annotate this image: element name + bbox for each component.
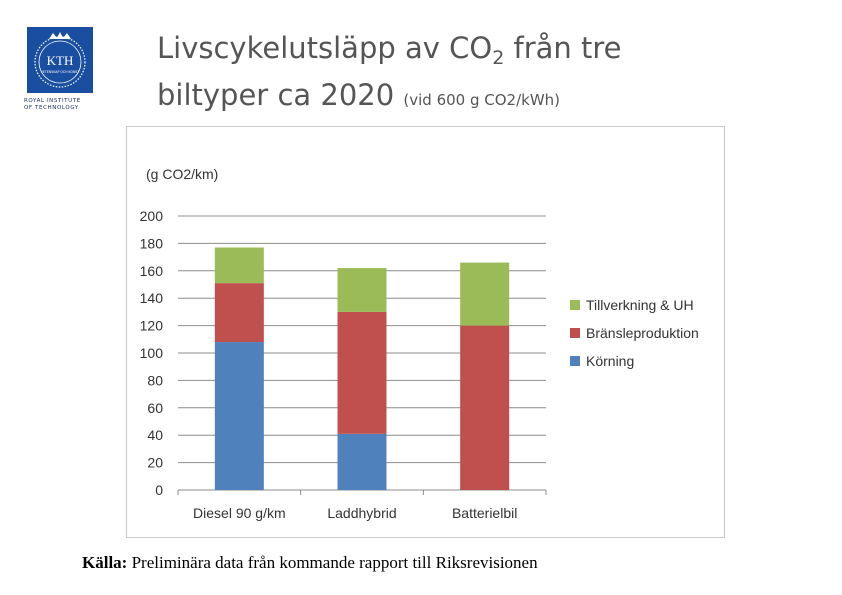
legend-label: Bränsleproduktion bbox=[586, 325, 699, 341]
legend-label: Tillverkning & UH bbox=[586, 297, 694, 313]
x-tick-label: Laddhybrid bbox=[327, 505, 396, 521]
source-note: Källa: Preliminära data från kommande ra… bbox=[82, 553, 538, 573]
x-tick-label: Batterielbil bbox=[452, 505, 517, 521]
bar-segment-tillverkning-uh bbox=[214, 247, 264, 284]
logo-text: KTH bbox=[47, 53, 74, 68]
title-line1-suffix: från tre bbox=[504, 31, 622, 65]
y-tick-label: 140 bbox=[140, 290, 164, 306]
logo-caption-line1: ROYAL INSTITUTE bbox=[24, 98, 81, 104]
kth-logo: KTH VETENSKAP OCH KONST bbox=[27, 27, 93, 93]
y-tick-label: 100 bbox=[140, 345, 164, 361]
source-label: Källa: bbox=[82, 553, 128, 572]
bar-segment-tillverkning-uh bbox=[337, 268, 387, 312]
y-tick-label: 60 bbox=[147, 400, 163, 416]
bar-segment-br-nsleproduktion bbox=[214, 283, 264, 343]
y-tick-label: 40 bbox=[147, 427, 163, 443]
logo-caption: ROYAL INSTITUTE OF TECHNOLOGY bbox=[24, 98, 100, 112]
logo-caption-line2: OF TECHNOLOGY bbox=[24, 105, 79, 111]
title-line1-prefix: Livscykelutsläpp av CO bbox=[157, 31, 493, 65]
y-tick-label: 180 bbox=[140, 235, 164, 251]
chart-frame: (g CO2/km) 0 20 40 60 80 100 120 140 160 180 200 Die… bbox=[126, 126, 725, 538]
bar-segment-br-nsleproduktion bbox=[337, 311, 387, 434]
y-tick-label: 0 bbox=[155, 482, 163, 498]
source-text: Preliminära data från kommande rapport t… bbox=[127, 553, 538, 572]
title-note: (vid 600 g CO2/kWh) bbox=[403, 91, 561, 109]
title-subscript: 2 bbox=[492, 47, 505, 69]
bar-segment-k-rning bbox=[337, 433, 387, 490]
title-line2-main: biltyper ca 2020 bbox=[157, 78, 395, 112]
legend-swatch bbox=[570, 300, 580, 310]
y-tick-label: 160 bbox=[140, 263, 164, 279]
y-tick-label: 20 bbox=[147, 455, 163, 471]
legend-swatch bbox=[570, 356, 580, 366]
bar-segment-k-rning bbox=[214, 342, 264, 490]
y-tick-label: 80 bbox=[147, 372, 163, 388]
y-tick-label: 200 bbox=[140, 208, 164, 224]
bar-segment-br-nsleproduktion bbox=[460, 325, 510, 490]
stacked-bar-chart: (g CO2/km) 0 20 40 60 80 100 120 140 160 180 200 Die… bbox=[140, 166, 699, 521]
kth-crest-icon: KTH VETENSKAP OCH KONST bbox=[34, 32, 86, 88]
legend-label: Körning bbox=[586, 353, 634, 369]
legend-swatch bbox=[570, 328, 580, 338]
slide-title: Livscykelutsläpp av CO2 från tre biltype… bbox=[157, 30, 622, 119]
bar-segment-tillverkning-uh bbox=[460, 262, 510, 326]
y-axis-label: (g CO2/km) bbox=[146, 166, 218, 182]
logo-sub-text: VETENSKAP OCH KONST bbox=[41, 70, 80, 74]
x-tick-label: Diesel 90 g/km bbox=[193, 505, 286, 521]
y-tick-label: 120 bbox=[140, 318, 164, 334]
